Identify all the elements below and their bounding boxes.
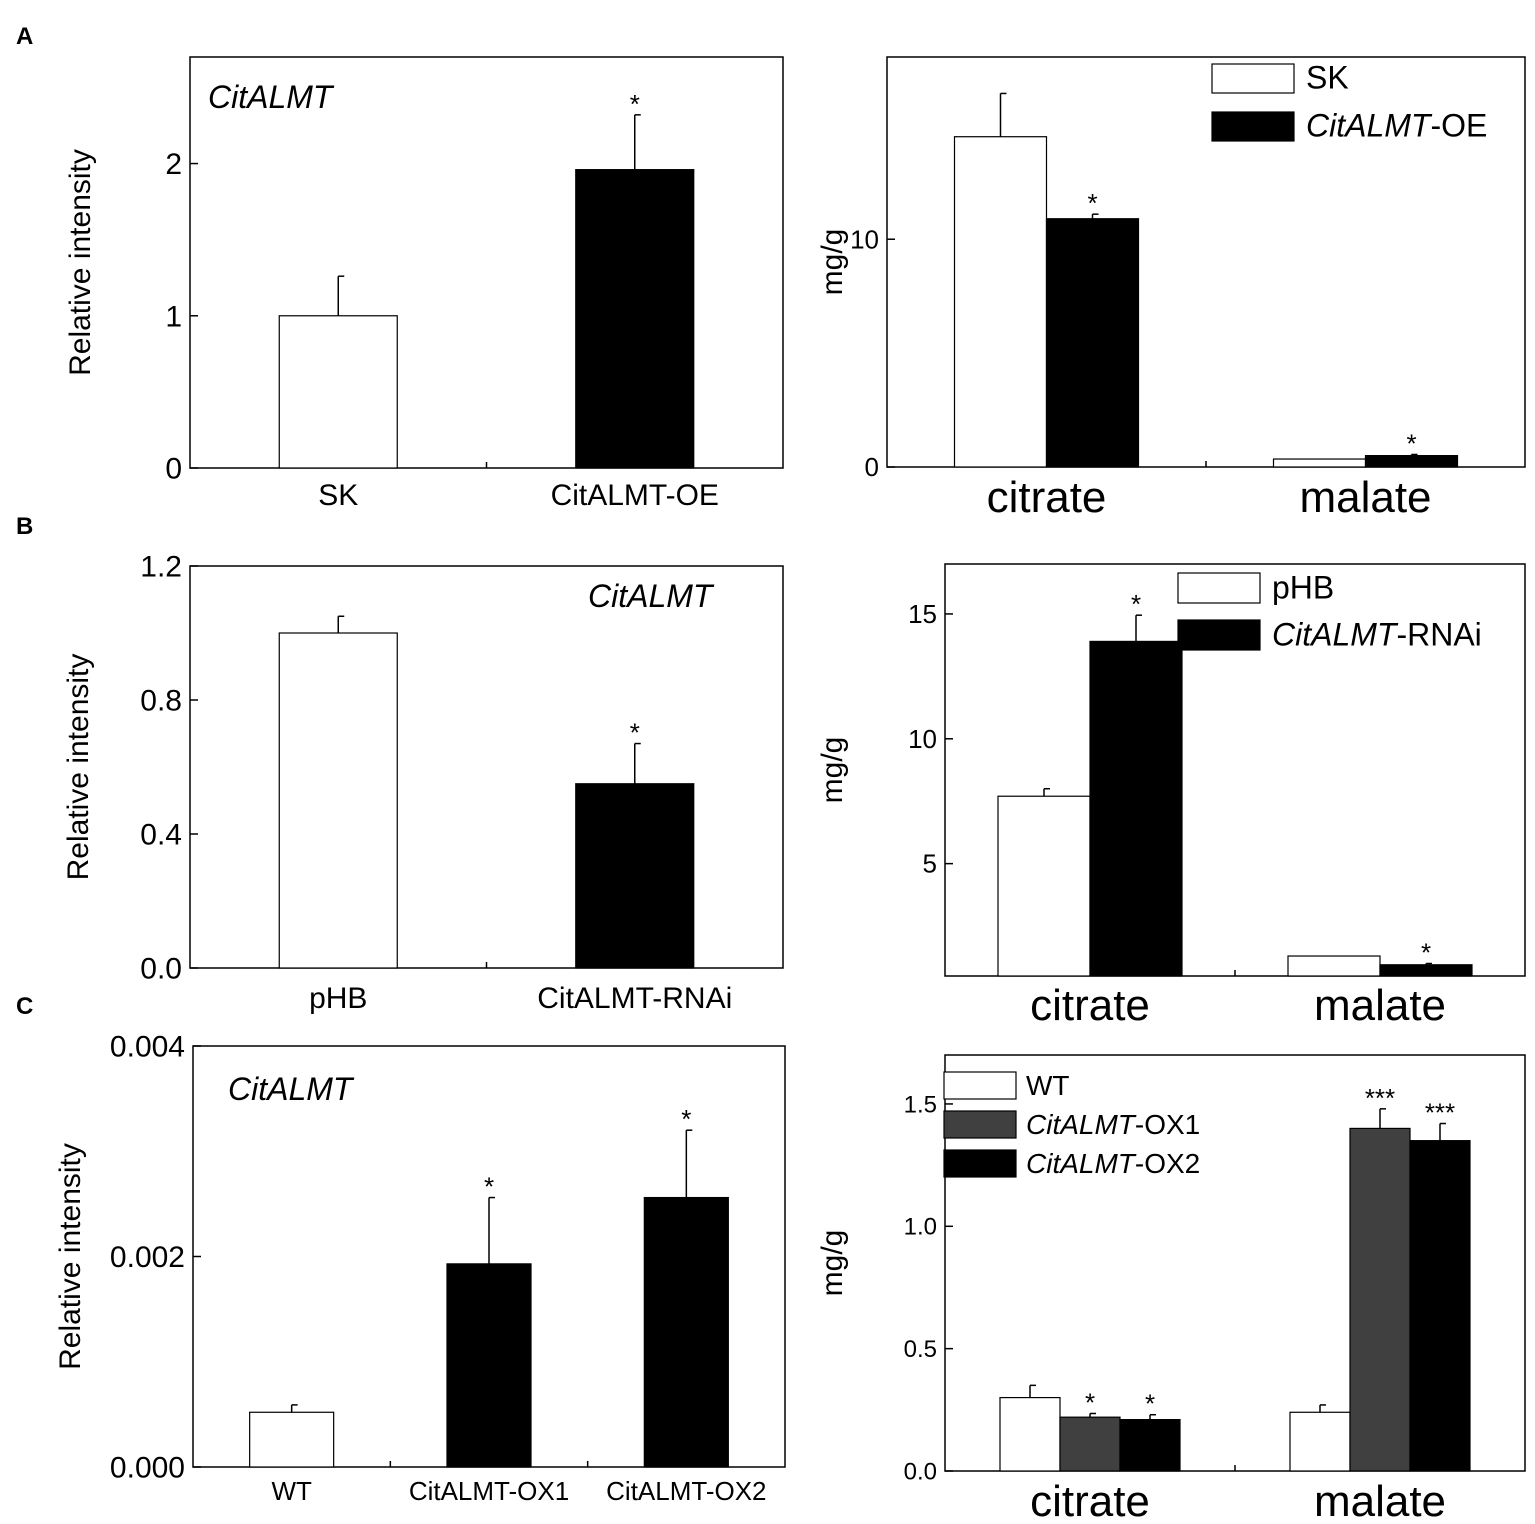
panel-label-c: C <box>16 993 33 1020</box>
y-tick-label: 15 <box>908 599 937 629</box>
legend-swatch <box>943 1071 1017 1100</box>
y-tick-label: 1.5 <box>904 1091 937 1118</box>
data-significance-mark: * <box>484 1172 494 1202</box>
y-tick-label: 5 <box>923 849 937 879</box>
data-significance-mark: * <box>681 1104 691 1134</box>
series-2-significance-mark: *** <box>1365 1083 1395 1113</box>
data-bar <box>643 1196 729 1468</box>
legend: WT CitALMT-OX1 CitALMT-OX2 <box>943 1070 1200 1179</box>
category-label: malate <box>1314 1477 1446 1524</box>
y-tick-label: 0.004 <box>110 1031 185 1064</box>
legend-label: CitALMT-RNAi <box>1272 617 1482 653</box>
data-bar <box>278 315 398 469</box>
category-label: pHB <box>309 982 367 1015</box>
y-tick-label: 2 <box>165 148 182 181</box>
category-label: WT <box>271 1476 312 1506</box>
legend-swatch <box>1177 572 1261 604</box>
series-2-bar <box>1089 640 1183 977</box>
series-1-bar <box>1289 1411 1351 1472</box>
chart-4-panel-b: 5 10 15 mg/g citrate malate * * pHB CitALMT-RNAi <box>816 563 1526 1030</box>
gene-annotation: CitALMT <box>588 578 715 614</box>
y-tick-label: 0 <box>165 453 182 486</box>
data-bar <box>278 632 398 969</box>
y-tick-label: 0.5 <box>904 1336 937 1363</box>
y-axis-label: mg/g <box>816 229 849 296</box>
y-tick-label: 10 <box>908 724 937 754</box>
series-1-bar <box>999 1396 1061 1472</box>
gene-annotation: CitALMT <box>228 1071 355 1107</box>
y-tick-label: 1.2 <box>140 551 182 584</box>
series-1-bar <box>997 795 1091 977</box>
legend-label: WT <box>1026 1070 1070 1101</box>
y-tick-label: 1 <box>165 300 182 333</box>
legend-swatch <box>943 1110 1017 1139</box>
category-label: CitALMT-OX2 <box>606 1476 766 1506</box>
legend-swatch <box>1211 63 1295 94</box>
y-tick-label: 0 <box>865 452 879 482</box>
category-label: CitALMT-OE <box>551 479 719 512</box>
series-2-significance-mark: * <box>1131 589 1141 619</box>
legend-label: CitALMT-OX1 <box>1026 1109 1200 1140</box>
y-tick-label: 0.0 <box>140 953 182 986</box>
chart-1-panel-a: 0 1 2 Relative intensity SK CitALMT-OE * CitALM… <box>64 56 784 512</box>
y-axis-label: Relative intensity <box>62 654 95 881</box>
gene-annotation: CitALMT <box>208 79 335 115</box>
category-label: citrate <box>987 473 1107 522</box>
category-label: malate <box>1299 473 1431 522</box>
y-tick-label: 0.000 <box>110 1452 185 1485</box>
category-label: malate <box>1314 981 1446 1030</box>
series-3-significance-mark: *** <box>1425 1098 1455 1128</box>
series-1-bar <box>1287 955 1381 977</box>
panel-label-a: A <box>16 23 33 50</box>
data-bar <box>575 169 695 469</box>
category-label: CitALMT-OX1 <box>409 1476 569 1506</box>
series-2-significance-mark: * <box>1406 428 1416 458</box>
data-bar <box>249 1411 335 1468</box>
data-significance-mark: * <box>630 718 640 748</box>
series-3-significance-mark: * <box>1145 1389 1155 1419</box>
category-label: CitALMT-RNAi <box>537 982 732 1015</box>
y-tick-label: 0.0 <box>904 1458 937 1485</box>
chart-3-panel-b: 0.0 0.4 0.8 1.2 Relative intensity pHB CitALMT… <box>62 551 784 1015</box>
y-tick-label: 0.002 <box>110 1241 185 1274</box>
legend-label: CitALMT-OX2 <box>1026 1148 1200 1179</box>
y-tick-label: 1.0 <box>904 1214 937 1241</box>
y-tick-label: 0.4 <box>140 819 182 852</box>
data-bar <box>575 783 695 969</box>
series-3-bar <box>1409 1140 1471 1472</box>
data-significance-mark: * <box>630 89 640 119</box>
category-label: SK <box>318 479 358 512</box>
series-2-significance-mark: * <box>1085 1387 1095 1417</box>
series-2-bar <box>1349 1127 1411 1472</box>
series-2-bar <box>1045 218 1140 468</box>
series-2-bar <box>1059 1416 1121 1472</box>
legend: SK CitALMT-OE <box>1211 60 1487 144</box>
panel-label-b: B <box>16 513 33 540</box>
series-2-significance-mark: * <box>1087 188 1097 218</box>
chart-5-panel-c: 0.000 0.002 0.004 Relative intensity WT CitAL… <box>54 1031 786 1506</box>
legend-label: pHB <box>1272 570 1334 606</box>
y-tick-label: 10 <box>850 224 879 254</box>
category-label: citrate <box>1030 981 1150 1030</box>
series-2-significance-mark: * <box>1421 938 1431 968</box>
legend-label: CitALMT-OE <box>1306 108 1487 144</box>
data-bar <box>446 1263 532 1468</box>
y-tick-label: 0.8 <box>140 685 182 718</box>
y-axis-label: mg/g <box>816 1230 849 1297</box>
series-1-bar <box>1272 458 1367 468</box>
legend-swatch <box>1177 619 1261 651</box>
series-3-bar <box>1119 1419 1181 1472</box>
y-axis-label: mg/g <box>816 737 849 804</box>
legend-label: SK <box>1306 60 1349 96</box>
legend-swatch <box>943 1149 1017 1178</box>
y-axis-label: Relative intensity <box>54 1143 87 1370</box>
legend: pHB CitALMT-RNAi <box>1177 570 1482 653</box>
y-axis-label: Relative intensity <box>64 149 97 376</box>
category-label: citrate <box>1030 1477 1150 1524</box>
legend-swatch <box>1211 111 1295 142</box>
series-1-bar <box>953 136 1048 468</box>
